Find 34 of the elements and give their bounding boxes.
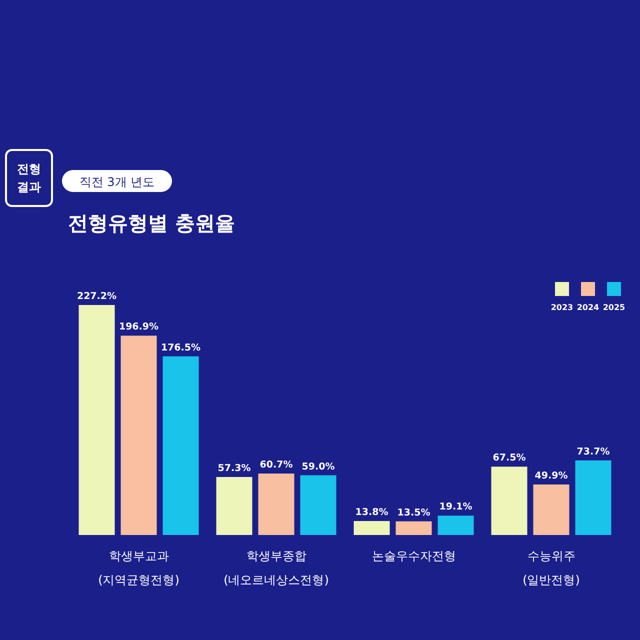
data-label: 49.9%	[534, 470, 568, 482]
data-label: 176.5%	[160, 342, 202, 354]
legend-label: 2025	[602, 303, 626, 312]
data-label: 13.5%	[397, 507, 431, 518]
x-tick-label: 논술우수자전형	[372, 549, 456, 563]
data-label: 67.5%	[492, 452, 526, 464]
legend-label: 2023	[550, 303, 574, 312]
bar	[396, 521, 432, 535]
text: 전형결과	[17, 162, 41, 194]
bar	[120, 336, 157, 535]
bar	[438, 516, 474, 535]
bar	[78, 305, 115, 535]
data-label: 59.0%	[302, 461, 336, 472]
bar	[216, 476, 252, 535]
chart-title: 전형유형별 충원율	[68, 211, 235, 235]
x-tick-label: 학생부교과 (지역균형전형)	[98, 549, 180, 587]
bar	[575, 460, 612, 535]
data-label: 227.2%	[76, 291, 118, 302]
data-label: 73.7%	[576, 446, 610, 458]
data-label: 60.7%	[260, 460, 294, 471]
bar	[533, 484, 570, 535]
x-tick-label: 학생부종합 (네오르네상스전형)	[224, 549, 329, 587]
legend-label: 2024	[576, 303, 600, 312]
bar	[162, 356, 199, 535]
bar	[258, 474, 294, 535]
x-tick-label: 수능위주 (일반전형)	[522, 549, 580, 587]
bar	[300, 475, 336, 535]
bar	[491, 466, 528, 535]
data-label: 13.8%	[355, 507, 389, 518]
chart-subtitle: 직전 3개 년도	[79, 175, 155, 189]
data-label: 196.9%	[118, 322, 160, 333]
data-label: 57.3%	[218, 462, 252, 474]
data-label: 19.1%	[439, 502, 473, 513]
bar	[354, 521, 390, 535]
